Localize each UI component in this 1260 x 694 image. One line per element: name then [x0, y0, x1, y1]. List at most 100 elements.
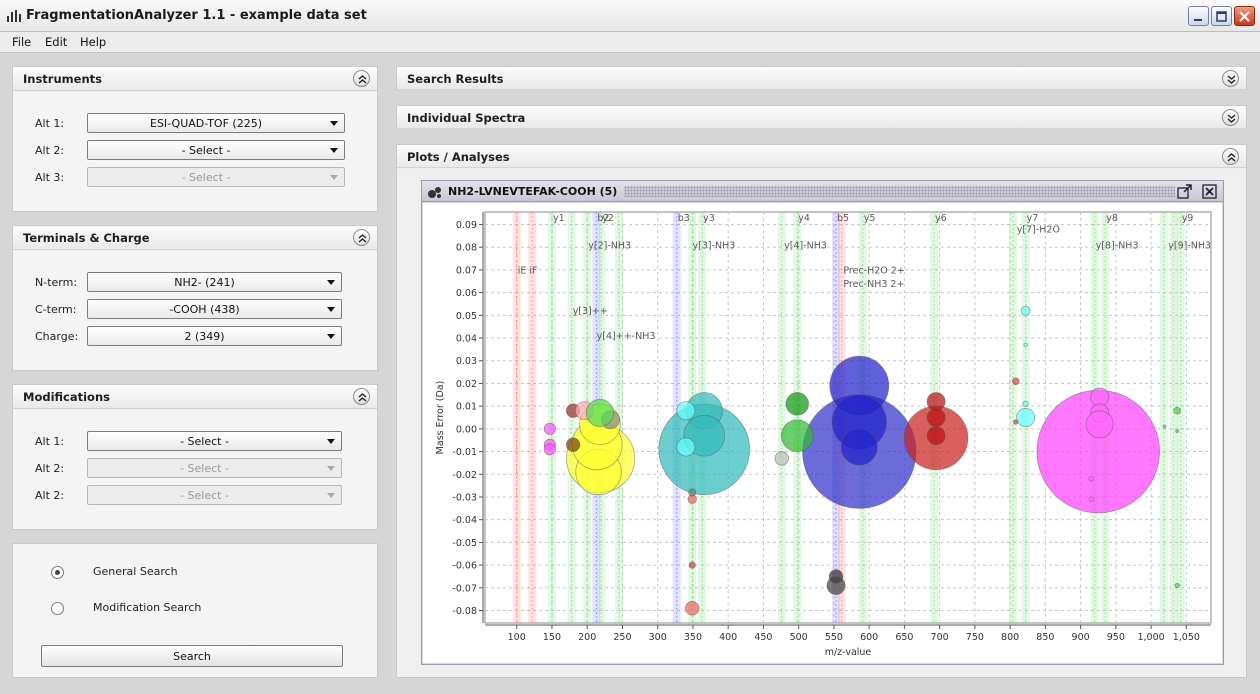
modification-alt1-label: Alt 1: [35, 435, 65, 448]
plots-title: Plots / Analyses [407, 150, 510, 164]
menu-edit[interactable]: Edit [45, 35, 68, 49]
x-tick-label: 200 [578, 632, 596, 643]
modification-alt1-select[interactable]: - Select - [87, 431, 342, 451]
y-tick-label: 0.09 [456, 220, 477, 231]
dropdown-arrow-icon [327, 280, 335, 285]
menu-bar: File Edit Help [0, 32, 1260, 53]
x-tick-label: 550 [825, 632, 843, 643]
ion-label: y[3]-NH3 [693, 240, 736, 251]
general-search-radio[interactable] [51, 566, 64, 579]
minimize-icon [1194, 19, 1202, 21]
ion-label: y[2]-NH3 [588, 240, 631, 251]
plots-header[interactable]: Plots / Analyses [397, 145, 1246, 168]
instrument-alt1-select[interactable]: ESI-QUAD-TOF (225) [87, 113, 345, 133]
close-button[interactable] [1234, 6, 1255, 26]
y-tick-label: -0.06 [452, 561, 477, 572]
data-bubble [1020, 305, 1031, 316]
data-bubble [1085, 410, 1114, 439]
data-bubble [676, 401, 696, 421]
maximize-icon [1216, 11, 1227, 22]
data-bubble [543, 443, 556, 456]
plot-window[interactable]: NH2-LVNEVTEFAK-COOH (5) y1 b2 y2 b3 y3 y4 b5 y5… [421, 180, 1224, 665]
modification-search-radio[interactable] [51, 602, 64, 615]
ion-label: y7 [1027, 213, 1039, 224]
x-tick-label: 1,050 [1173, 632, 1200, 643]
chevron-double-up-icon [358, 393, 367, 402]
instruments-title: Instruments [23, 72, 102, 86]
instrument-alt3-label: Alt 3: [35, 171, 65, 184]
x-tick-label: 900 [1072, 632, 1090, 643]
x-tick-label: 350 [684, 632, 702, 643]
y-tick-label: 0.01 [456, 402, 477, 413]
menu-help[interactable]: Help [80, 35, 107, 49]
terminals-header[interactable]: Terminals & Charge [13, 226, 377, 250]
x-tick-label: 300 [649, 632, 667, 643]
search-results-expand-button[interactable] [1222, 70, 1239, 87]
menu-file[interactable]: File [12, 35, 32, 49]
dropdown-arrow-icon [330, 121, 338, 126]
data-bubble [1088, 496, 1094, 502]
n-term-select[interactable]: NH2- (241) [87, 272, 342, 292]
modifications-header[interactable]: Modifications [13, 385, 377, 409]
x-tick-label: 150 [543, 632, 561, 643]
instrument-alt2-select[interactable]: - Select - [87, 140, 345, 160]
y-tick-label: 0.04 [456, 334, 477, 345]
c-term-select[interactable]: -COOH (438) [87, 299, 342, 319]
data-bubble [785, 392, 810, 416]
charge-select[interactable]: 2 (349) [87, 326, 342, 346]
y-tick-label: -0.02 [452, 470, 477, 481]
y-tick-label: 0.05 [456, 311, 477, 322]
maximize-button[interactable] [1211, 6, 1232, 26]
data-bubble [780, 419, 814, 452]
individual-spectra-header[interactable]: Individual Spectra [397, 106, 1246, 129]
data-bubble [1023, 342, 1028, 348]
window-title-bar[interactable]: FragmentationAnalyzer 1.1 - example data… [0, 0, 1260, 32]
minimize-button[interactable] [1188, 6, 1209, 26]
data-bubble [1162, 424, 1167, 429]
individual-spectra-expand-button[interactable] [1222, 109, 1239, 126]
x-tick-label: 1,000 [1137, 632, 1164, 643]
y-tick-label: 0.06 [456, 288, 477, 299]
y-tick-label: -0.05 [452, 538, 477, 549]
dropdown-arrow-icon [330, 175, 338, 180]
x-axis-title: m/z-value [825, 647, 872, 658]
search-button[interactable]: Search [41, 645, 343, 667]
x-tick-label: 500 [790, 632, 808, 643]
data-bubble [676, 437, 696, 457]
x-tick-label: 950 [1107, 632, 1125, 643]
data-bubble [1175, 429, 1180, 434]
instruments-header[interactable]: Instruments [13, 67, 377, 91]
general-search-label[interactable]: General Search [93, 565, 178, 578]
modifications-collapse-button[interactable] [353, 388, 370, 405]
dropdown-arrow-icon [327, 466, 335, 471]
plots-collapse-button[interactable] [1222, 148, 1239, 165]
data-bubble [1174, 582, 1180, 589]
y-tick-label: 0.03 [456, 356, 477, 367]
dropdown-arrow-icon [327, 307, 335, 312]
ion-label: y2 [602, 213, 614, 224]
ion-label: Prec-NH3 2+ [843, 279, 904, 290]
close-plot-icon[interactable] [1202, 184, 1218, 199]
search-results-header[interactable]: Search Results [397, 67, 1246, 90]
dropdown-arrow-icon [327, 439, 335, 444]
modification-alt2-label: Alt 2: [35, 462, 65, 475]
c-term-label: C-term: [35, 303, 77, 316]
instruments-panel: Instruments Alt 1: ESI-QUAD-TOF (225) Al… [12, 66, 378, 212]
modification-search-label[interactable]: Modification Search [93, 601, 202, 614]
x-tick-label: 750 [966, 632, 984, 643]
undock-icon[interactable] [1177, 184, 1193, 199]
ion-label: iE iF [518, 265, 538, 276]
instruments-collapse-button[interactable] [353, 70, 370, 87]
x-tick-label: 850 [1036, 632, 1054, 643]
y-tick-label: -0.07 [452, 583, 477, 594]
plot-window-title-bar[interactable]: NH2-LVNEVTEFAK-COOH (5) [422, 181, 1223, 202]
ion-label: y4 [798, 213, 810, 224]
chevron-double-up-icon [358, 234, 367, 243]
modification-alt3-label: Alt 2: [35, 489, 65, 502]
ion-label: b5 [837, 213, 849, 224]
chevron-double-up-icon [1227, 153, 1236, 162]
terminals-collapse-button[interactable] [353, 229, 370, 246]
chevron-double-down-icon [1227, 75, 1236, 84]
modifications-panel: Modifications Alt 1: - Select - Alt 2: -… [12, 384, 378, 530]
ion-label: b3 [678, 213, 690, 224]
